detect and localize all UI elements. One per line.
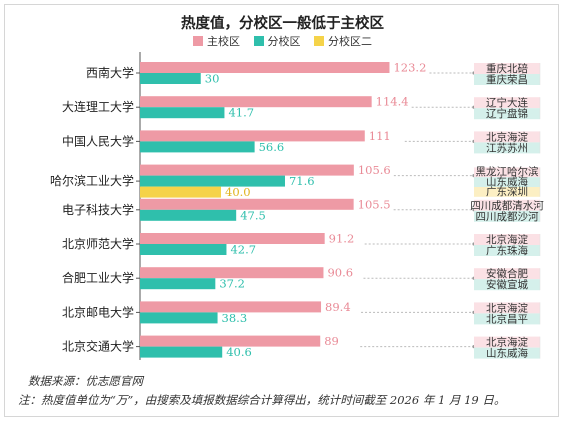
campus-label: 重庆荣昌	[486, 73, 528, 86]
value-label: 41.7	[228, 106, 254, 120]
value-label: 105.6	[358, 163, 391, 177]
value-label: 114.4	[376, 95, 409, 109]
bar-main	[140, 198, 354, 210]
bar-branch	[140, 346, 223, 358]
category-label: 北京师范大学	[62, 236, 134, 251]
campus-box	[474, 167, 540, 178]
legend-label-main: 主校区	[207, 35, 240, 48]
campus-box	[474, 199, 540, 211]
campus-box	[474, 336, 540, 348]
campus-label: 北京海淀	[486, 336, 528, 349]
chart-title: 热度值，分校区一般低于主校区	[181, 15, 384, 32]
campus-label: 北京昌平	[486, 312, 528, 325]
bar-branch	[140, 278, 216, 290]
campus-box	[474, 210, 540, 222]
campus-label: 广东深圳	[486, 185, 528, 198]
value-label: 40.6	[226, 345, 252, 359]
campus-label: 辽宁大连	[486, 96, 528, 109]
category-label: 大连理工大学	[62, 99, 134, 114]
value-label: 71.6	[289, 174, 315, 188]
bar-main	[140, 233, 325, 244]
campus-label: 山东威海	[486, 347, 528, 360]
value-label: 123.2	[393, 61, 426, 75]
category-label: 北京邮电大学	[62, 304, 134, 319]
campus-box	[474, 74, 540, 85]
campus-label: 重庆北碚	[486, 62, 528, 75]
legend-item-main: 主校区	[193, 33, 240, 49]
category-label: 哈尔滨工业大学	[50, 173, 134, 188]
bar-branch	[140, 209, 237, 221]
bar-branch	[140, 107, 225, 119]
campus-box	[474, 63, 540, 74]
campus-box	[474, 97, 540, 109]
value-label: 89	[324, 334, 339, 348]
campus-box	[474, 131, 540, 143]
campus-label: 辽宁盘锦	[486, 107, 528, 120]
value-label: 40.0	[225, 185, 251, 199]
bar-main	[140, 62, 390, 73]
legend-label-branch-two: 分校区二	[328, 35, 372, 48]
campus-label: 北京海淀	[486, 130, 528, 143]
legend-swatch-main	[193, 36, 203, 46]
campus-label: 北京海淀	[486, 233, 528, 246]
category-label: 合肥工业大学	[62, 270, 134, 285]
value-label: 42.7	[230, 243, 256, 257]
campus-box	[474, 313, 540, 325]
value-label: 37.2	[219, 277, 245, 291]
bar-main	[140, 130, 365, 142]
category-label: 中国人民大学	[62, 133, 134, 148]
source-text: 数据来源：优志愿官网	[28, 374, 143, 388]
campus-label: 安徽宣城	[486, 278, 528, 291]
category-label: 北京交通大学	[62, 339, 134, 354]
value-label: 30	[205, 72, 220, 86]
note-text: 注：热度值单位为“万”，由搜索及填报数据综合计算得出，统计时间截至 2026 年…	[18, 393, 506, 407]
value-label: 56.6	[259, 140, 285, 154]
campus-label: 北京海淀	[486, 301, 528, 314]
chart-legend: 主校区 分校区 分校区二	[0, 33, 565, 49]
bar-branch	[140, 175, 285, 187]
value-label: 89.4	[325, 300, 351, 314]
campus-label: 安徽合肥	[486, 267, 528, 280]
category-label: 电子科技大学	[62, 202, 134, 217]
bar-branch	[140, 73, 201, 84]
bar-main	[140, 335, 321, 347]
campus-label: 山东威海	[486, 175, 528, 188]
legend-item-branch: 分校区	[253, 33, 301, 49]
value-label: 111	[369, 129, 391, 143]
value-label: 91.2	[329, 232, 355, 246]
campus-box	[474, 302, 540, 314]
campus-box	[474, 187, 540, 197]
bar-branch	[140, 312, 218, 324]
legend-swatch-branch-two	[314, 36, 324, 46]
bar-main	[140, 164, 354, 176]
value-label: 47.5	[240, 208, 266, 222]
campus-box	[474, 234, 540, 245]
value-label: 38.3	[222, 311, 248, 325]
campus-box	[474, 347, 540, 359]
value-label: 105.5	[358, 197, 391, 211]
campus-label: 四川成都清水河	[470, 199, 544, 212]
campus-label: 黑龙江哈尔滨	[476, 165, 539, 178]
value-label: 90.6	[327, 266, 353, 280]
bar-main	[140, 301, 322, 313]
campus-label: 江苏苏州	[486, 141, 528, 154]
bar-main	[140, 96, 372, 108]
campus-label: 四川成都沙河	[476, 211, 539, 223]
campus-box	[474, 142, 540, 154]
category-label: 西南大学	[86, 65, 134, 80]
campus-label: 广东珠海	[486, 244, 528, 257]
campus-box	[474, 108, 540, 120]
bar-branch	[140, 141, 255, 153]
campus-box	[474, 279, 540, 291]
campus-box	[474, 177, 540, 187]
campus-box	[474, 268, 540, 280]
bar-main	[140, 267, 324, 279]
legend-swatch-branch	[253, 36, 264, 46]
legend-item-branch-two: 分校区二	[314, 33, 372, 49]
campus-box	[474, 245, 540, 256]
bar-branch	[140, 244, 227, 255]
legend-label-branch: 分校区	[267, 35, 301, 48]
bar-branch-two	[140, 186, 221, 198]
